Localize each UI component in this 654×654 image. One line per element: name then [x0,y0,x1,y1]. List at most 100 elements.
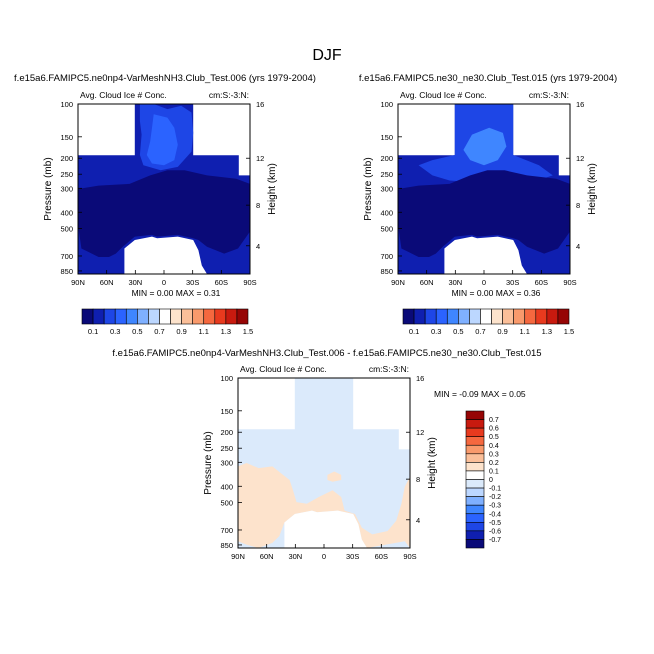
colorbar-box [114,308,127,325]
contour-fill-positive-upper [327,471,342,482]
colorbar-box [491,308,503,325]
y-tick-label: 400 [380,208,393,217]
colorbar-label: 1.3 [221,327,231,336]
colorbar-box [465,419,485,429]
colorbar-box [465,513,485,523]
y-tick-label: 100 [220,374,233,383]
colorbar-box [465,462,485,472]
colorbar-label: 0.1 [409,327,419,336]
colorbar-box [192,308,205,325]
colorbar-box [236,308,249,325]
colorbar-box [465,522,485,532]
colorbar-label: -0.1 [489,486,501,493]
colorbar-label: -0.7 [489,537,501,544]
x-tick-label: 60S [535,278,548,287]
y-right-tick-label: 16 [576,100,584,109]
colorbar-box [465,530,485,540]
x-tick-label: 30S [346,552,359,561]
colorbar-box [465,427,485,437]
colorbar-box [465,444,485,455]
y-right-tick-label: 16 [256,100,264,109]
colorbar-label: 0.3 [110,327,120,336]
y-axis-right-title: Height (km) [427,437,438,489]
y-tick-label: 850 [220,541,233,550]
figure-title: DJF [312,47,342,64]
y-tick-label: 250 [220,444,233,453]
colorbar-box [148,308,160,325]
x-tick-label: 90S [403,552,416,561]
colorbar-box [435,308,448,325]
colorbar-box [170,308,182,325]
left-string: Avg. Cloud Ice # Conc. [80,90,167,100]
colorbar-label: -0.6 [489,528,501,535]
panel-title: f.e15a6.FAMIPC5.ne30_ne30.Club_Test.015 … [359,73,617,84]
colorbar-box [465,504,485,515]
x-tick-label: 30S [506,278,519,287]
y-axis-title: Pressure (mb) [43,157,54,220]
min-max-label: MIN = 0.00 MAX = 0.31 [132,288,221,298]
x-tick-label: 60S [215,278,228,287]
contour-fill-navy [78,170,250,257]
colorbar-label: 0.5 [489,434,499,441]
colorbar-box [465,539,485,549]
colorbar-label: 0.7 [489,417,499,424]
colorbar-label: 1.5 [243,327,253,336]
colorbar-box [181,308,193,325]
right-string: cm:S:-3:N: [529,90,569,100]
missing-ground-region [124,236,207,274]
colorbar-label: 0.1 [88,327,98,336]
y-tick-label: 150 [380,133,393,142]
colorbar-box [502,308,514,325]
colorbar-box [557,308,570,325]
x-tick-label: 60N [100,278,114,287]
y-axis-right-title: Height (km) [267,163,278,215]
contour-fill-light [146,114,178,166]
colorbar-label: -0.4 [489,511,501,518]
y-axis-title: Pressure (mb) [363,157,374,220]
colorbar-box [214,308,227,325]
colorbar-box [524,308,537,325]
colorbar-box [159,308,171,325]
x-tick-label: 0 [322,552,326,561]
contour-fill-navy [398,170,570,257]
colorbar-box [465,410,485,420]
panel-title: f.e15a6.FAMIPC5.ne0np4-VarMeshNH3.Club_T… [14,73,316,84]
colorbar-label: -0.2 [489,494,501,501]
colorbar-label: 1.5 [564,327,574,336]
colorbar-box [458,308,470,325]
colorbar-label: 0.2 [489,460,499,467]
colorbar-label: 0.3 [489,451,499,458]
y-right-tick-label: 12 [256,154,264,163]
colorbar-box [546,308,559,325]
x-tick-label: 90S [563,278,576,287]
min-max-label: MIN = 0.00 MAX = 0.36 [452,288,541,298]
y-tick-label: 850 [380,267,393,276]
y-right-tick-label: 4 [576,242,580,251]
colorbar-label: 0.7 [475,327,485,336]
x-tick-label: 90N [71,278,85,287]
contour-field [238,378,410,548]
colorbar-box [125,308,138,325]
panel-title: f.e15a6.FAMIPC5.ne0np4-VarMeshNH3.Club_T… [112,348,541,359]
y-tick-label: 400 [60,208,73,217]
colorbar-panel-1: 0.1 0.3 0.5 0.7 0.9 1.1 1.3 1.5 [81,308,253,336]
colorbar-label: 0 [489,477,493,484]
contour-fill-light [463,127,507,166]
colorbar-label: 0.9 [497,327,507,336]
y-tick-label: 150 [220,407,233,416]
colorbar-box [465,479,485,489]
contour-fill-positive [238,463,410,548]
y-right-tick-label: 8 [256,201,260,210]
colorbar-label: 0.4 [489,443,499,450]
contour-field [398,104,570,274]
colorbar-box [465,487,485,497]
x-tick-label: 30N [448,278,462,287]
y-tick-label: 200 [220,428,233,437]
colorbar-label: 0.5 [453,327,463,336]
colorbar-box [81,308,94,325]
y-right-tick-label: 12 [576,154,584,163]
y-right-tick-label: 8 [416,475,420,484]
colorbar-box [413,308,426,325]
x-tick-label: 60N [260,552,274,561]
